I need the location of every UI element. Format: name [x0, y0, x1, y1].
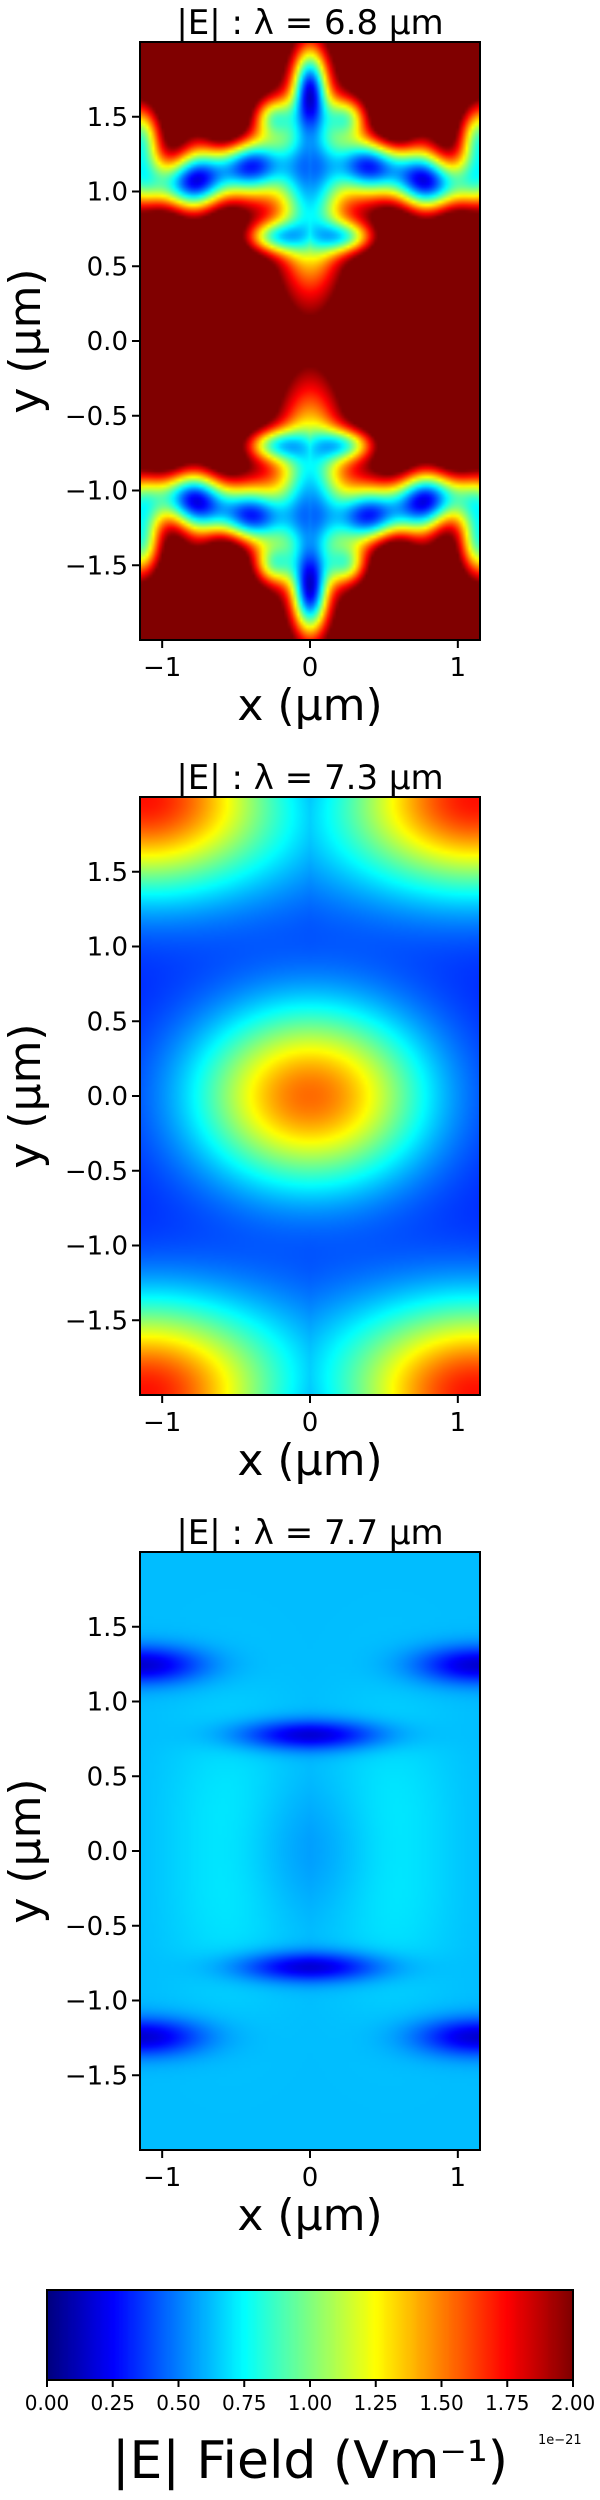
colorbar-offset-label: 1e−21 [538, 2433, 582, 2448]
x-axis-label: x (μm) [237, 2190, 382, 2241]
colorbar-tick-label: 0.75 [222, 2391, 267, 2415]
y-tick-label: −1.0 [65, 1232, 128, 1262]
colorbar-tick-label: 1.00 [288, 2391, 333, 2415]
y-tick-label: 0.5 [87, 1762, 128, 1792]
y-tick-label: 1.5 [87, 858, 128, 888]
colorbar-label: |E| Field (Vm⁻¹) [112, 2431, 508, 2491]
colorbar-tick-label: 0.25 [90, 2391, 135, 2415]
x-tick-label: 0 [302, 1408, 319, 1438]
y-tick-label: 0.0 [87, 1837, 128, 1867]
y-tick-label: 1.5 [87, 103, 128, 133]
x-tick-label: 0 [302, 653, 319, 683]
colorbar-gradient [47, 2290, 573, 2380]
heatmap-panel: |E| : λ = 7.7 μm −1 0 1 −1.5 −1.0 −0.5 0.0 0.5 1.… [0, 1513, 481, 2241]
heatmap-field [140, 42, 480, 640]
x-tick-label: −1 [143, 653, 181, 683]
y-tick-label: 1.0 [87, 1688, 128, 1718]
colorbar: 0.00 0.25 0.50 0.75 1.00 1.25 1.50 1.75 2.00 1e−… [25, 2289, 596, 2491]
x-tick-label: 1 [450, 2163, 467, 2193]
x-tick-label: 1 [450, 1408, 467, 1438]
x-tick-label: −1 [143, 2163, 181, 2193]
heatmap-panel: |E| : λ = 6.8 μm −1 0 1 −1.5 −1.0 −0.5 0.0 0.5 1.… [0, 3, 481, 731]
y-tick-label: 0.0 [87, 327, 128, 357]
panel-title: |E| : λ = 6.8 μm [176, 3, 443, 43]
colorbar-tick-label: 1.75 [485, 2391, 530, 2415]
x-tick-label: −1 [143, 1408, 181, 1438]
panel-title: |E| : λ = 7.3 μm [176, 758, 443, 798]
y-tick-label: −1.0 [65, 1987, 128, 2017]
y-tick-label: −1.5 [65, 1306, 128, 1336]
colorbar-tick-label: 2.00 [551, 2391, 596, 2415]
y-tick-label: 1.0 [87, 178, 128, 208]
y-axis-label: y (μm) [0, 268, 51, 413]
colorbar-tick-label: 0.50 [156, 2391, 201, 2415]
y-tick-label: −0.5 [65, 402, 128, 432]
x-axis-label: x (μm) [237, 680, 382, 731]
heatmap-panels: |E| : λ = 6.8 μm −1 0 1 −1.5 −1.0 −0.5 0.0 0.5 1.… [0, 3, 481, 2241]
y-axis-label: y (μm) [0, 1023, 51, 1168]
colorbar-tick-label: 0.00 [25, 2391, 70, 2415]
y-tick-label: 0.0 [87, 1082, 128, 1112]
colorbar-tick-label: 1.25 [353, 2391, 398, 2415]
y-tick-label: 0.5 [87, 252, 128, 282]
x-tick-label: 1 [450, 653, 467, 683]
y-tick-label: 1.0 [87, 933, 128, 963]
colorbar-tick-label: 1.50 [419, 2391, 464, 2415]
y-tick-label: −1.5 [65, 2061, 128, 2091]
y-tick-label: −0.5 [65, 1157, 128, 1187]
heatmap-field [140, 797, 480, 1395]
y-tick-label: −0.5 [65, 1912, 128, 1942]
heatmap-field [140, 1552, 480, 2150]
y-tick-label: −1.0 [65, 477, 128, 507]
y-axis-label: y (μm) [0, 1778, 51, 1923]
heatmap-panel: |E| : λ = 7.3 μm −1 0 1 −1.5 −1.0 −0.5 0.0 0.5 1.… [0, 758, 481, 1486]
panel-title: |E| : λ = 7.7 μm [176, 1513, 443, 1553]
x-axis-label: x (μm) [237, 1435, 382, 1486]
y-tick-label: 0.5 [87, 1007, 128, 1037]
colorbar-ticks: 0.00 0.25 0.50 0.75 1.00 1.25 1.50 1.75 2.00 [25, 2380, 596, 2415]
y-tick-label: 1.5 [87, 1613, 128, 1643]
x-tick-label: 0 [302, 2163, 319, 2193]
y-tick-label: −1.5 [65, 551, 128, 581]
